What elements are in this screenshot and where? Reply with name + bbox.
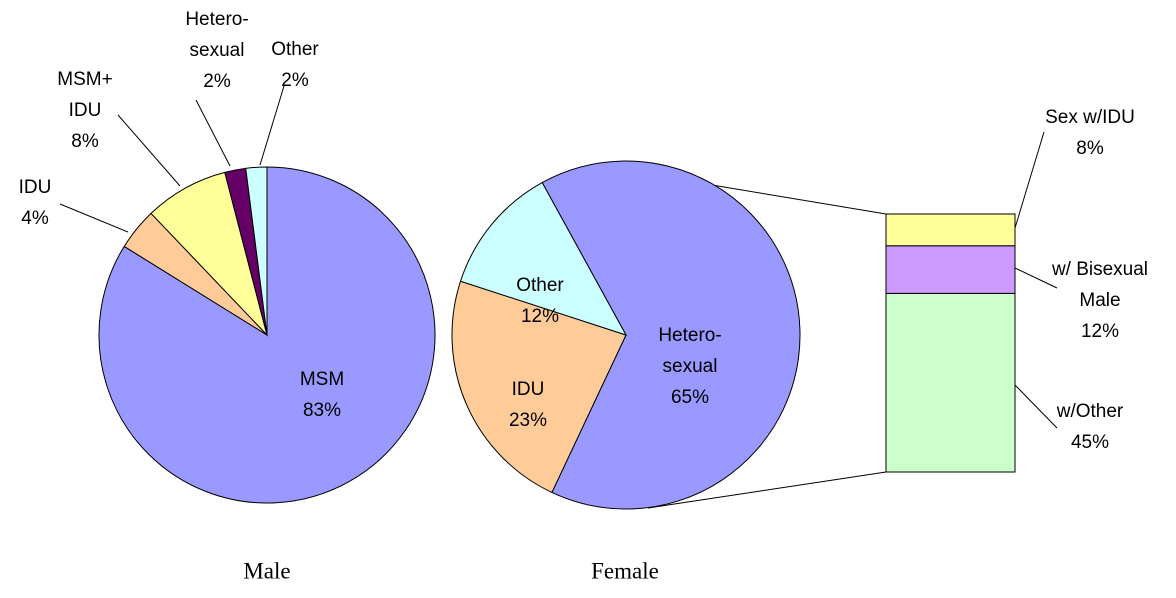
bar-segment	[885, 292, 1016, 473]
data-label: 4%	[21, 208, 49, 229]
bar-segment	[885, 213, 1016, 247]
category-label: Other	[516, 275, 564, 296]
category-label: IDU	[512, 379, 545, 400]
data-label: 8%	[71, 131, 99, 152]
leader-line	[259, 85, 285, 166]
category-label: MSM	[300, 369, 344, 390]
category-label: Sex w/IDU	[1045, 107, 1135, 128]
data-label: 23%	[509, 410, 547, 431]
category-label: w/ Bisexual Male	[1051, 259, 1148, 311]
category-label: MSM+ IDU	[57, 69, 112, 121]
data-label: 12%	[1081, 321, 1119, 342]
bar-segment	[885, 245, 1016, 294]
data-label: 2%	[281, 70, 309, 91]
pie-slice	[459, 181, 628, 336]
category-label: w/Other	[1056, 401, 1124, 422]
data-label: 83%	[303, 400, 341, 421]
leader-line	[59, 203, 129, 233]
leader-line	[117, 114, 181, 187]
pie-slice	[541, 160, 801, 510]
category-label: Hetero-sexual	[658, 325, 721, 377]
leader-line	[1014, 384, 1058, 429]
data-label: 65%	[671, 387, 709, 408]
chart-title: Female	[591, 558, 659, 583]
category-label: IDU	[19, 177, 52, 198]
data-label: 2%	[203, 71, 231, 92]
leader-line	[1014, 267, 1058, 289]
pie-slice	[451, 280, 627, 494]
data-label: 45%	[1071, 432, 1109, 453]
leader-line	[195, 99, 231, 167]
leader-line	[1014, 131, 1045, 229]
data-label: 12%	[521, 306, 559, 327]
connector-line	[647, 471, 887, 509]
category-label: Hetero-sexual	[185, 9, 248, 61]
data-label: 8%	[1076, 138, 1104, 159]
category-label: Other	[271, 39, 319, 60]
chart-title: Male	[243, 558, 290, 583]
pie-slice	[245, 166, 268, 336]
